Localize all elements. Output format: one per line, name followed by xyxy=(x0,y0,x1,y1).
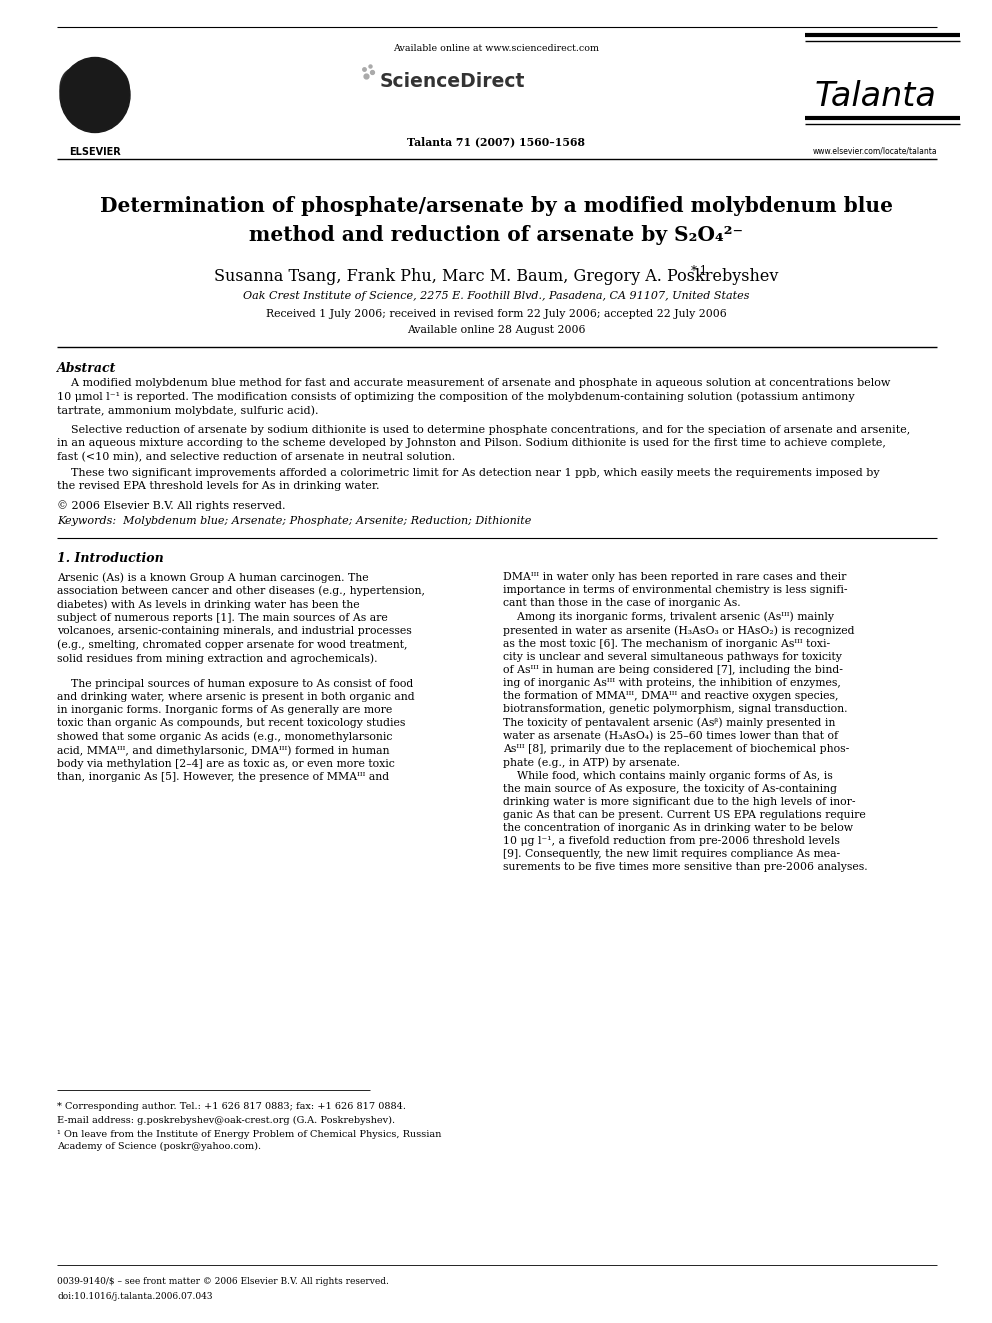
Text: Available online at www.sciencedirect.com: Available online at www.sciencedirect.co… xyxy=(393,44,599,53)
Text: Available online 28 August 2006: Available online 28 August 2006 xyxy=(407,325,585,335)
Text: Abstract: Abstract xyxy=(57,363,116,374)
Text: Keywords:  Molybdenum blue; Arsenate; Phosphate; Arsenite; Reduction; Dithionite: Keywords: Molybdenum blue; Arsenate; Pho… xyxy=(57,516,532,527)
Text: Arsenic (As) is a known Group A human carcinogen. The
association between cancer: Arsenic (As) is a known Group A human ca… xyxy=(57,572,425,664)
Text: Talanta 71 (2007) 1560–1568: Talanta 71 (2007) 1560–1568 xyxy=(407,136,585,147)
Text: © 2006 Elsevier B.V. All rights reserved.: © 2006 Elsevier B.V. All rights reserved… xyxy=(57,500,286,511)
Text: Susanna Tsang, Frank Phu, Marc M. Baum, Gregory A. Poskrebyshev: Susanna Tsang, Frank Phu, Marc M. Baum, … xyxy=(214,269,778,284)
Text: 1. Introduction: 1. Introduction xyxy=(57,552,164,565)
Text: www.elsevier.com/locate/talanta: www.elsevier.com/locate/talanta xyxy=(812,147,937,156)
Text: E-mail address: g.poskrebyshev@oak-crest.org (G.A. Poskrebyshev).: E-mail address: g.poskrebyshev@oak-crest… xyxy=(57,1117,395,1125)
Text: ScienceDirect: ScienceDirect xyxy=(380,71,526,91)
Text: ¹ On leave from the Institute of Energy Problem of Chemical Physics, Russian
Aca: ¹ On leave from the Institute of Energy … xyxy=(57,1130,441,1151)
Text: ELSEVIER: ELSEVIER xyxy=(69,147,121,157)
Text: * Corresponding author. Tel.: +1 626 817 0883; fax: +1 626 817 0884.: * Corresponding author. Tel.: +1 626 817… xyxy=(57,1102,406,1111)
Text: 0039-9140/$ – see front matter © 2006 Elsevier B.V. All rights reserved.: 0039-9140/$ – see front matter © 2006 El… xyxy=(57,1277,389,1286)
Text: Selective reduction of arsenate by sodium dithionite is used to determine phosph: Selective reduction of arsenate by sodiu… xyxy=(57,425,911,462)
Ellipse shape xyxy=(60,67,90,108)
Text: Oak Crest Institute of Science, 2275 E. Foothill Blvd., Pasadena, CA 91107, Unit: Oak Crest Institute of Science, 2275 E. … xyxy=(243,291,749,302)
Ellipse shape xyxy=(84,64,106,93)
Ellipse shape xyxy=(79,99,97,120)
Ellipse shape xyxy=(101,69,129,107)
Text: A modified molybdenum blue method for fast and accurate measurement of arsenate : A modified molybdenum blue method for fa… xyxy=(57,378,891,417)
Ellipse shape xyxy=(60,57,130,132)
Text: The principal sources of human exposure to As consist of food
and drinking water: The principal sources of human exposure … xyxy=(57,679,415,782)
Text: method and reduction of arsenate by S₂O₄²⁻: method and reduction of arsenate by S₂O₄… xyxy=(249,225,743,245)
Text: *,1: *,1 xyxy=(691,265,708,278)
Text: doi:10.1016/j.talanta.2006.07.043: doi:10.1016/j.talanta.2006.07.043 xyxy=(57,1293,212,1301)
Text: DMAᴵᴵᴵ in water only has been reported in rare cases and their
importance in ter: DMAᴵᴵᴵ in water only has been reported i… xyxy=(503,572,868,872)
Ellipse shape xyxy=(93,99,111,120)
Text: Determination of phosphate/arsenate by a modified molybdenum blue: Determination of phosphate/arsenate by a… xyxy=(99,196,893,216)
Text: Talanta: Talanta xyxy=(814,79,935,112)
Text: Received 1 July 2006; received in revised form 22 July 2006; accepted 22 July 20: Received 1 July 2006; received in revise… xyxy=(266,310,726,319)
Text: These two significant improvements afforded a colorimetric limit for As detectio: These two significant improvements affor… xyxy=(57,468,880,491)
